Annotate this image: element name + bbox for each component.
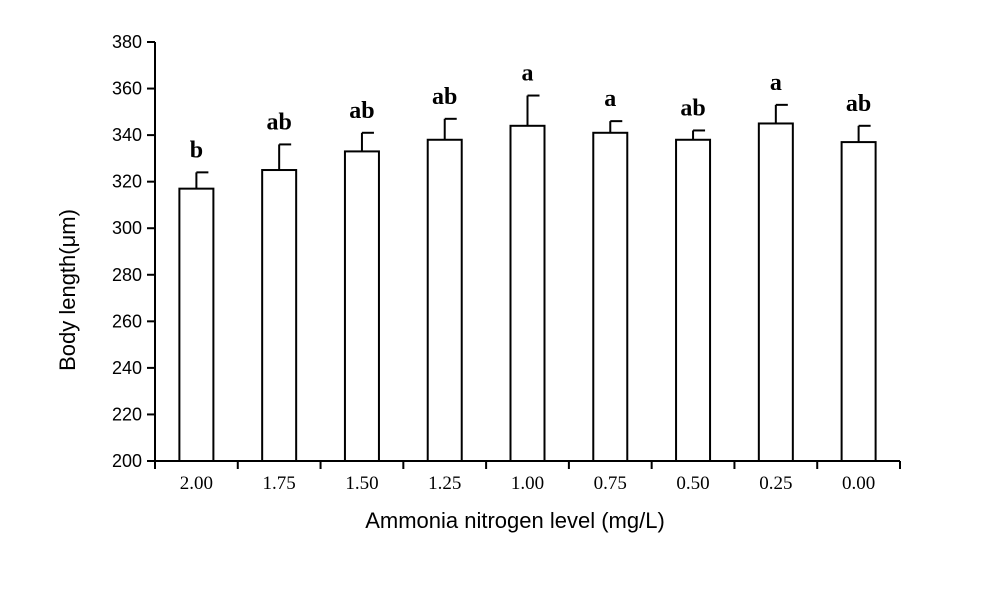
bar: [509, 124, 546, 463]
bars: b ab ab ab a a ab a ab: [178, 61, 877, 463]
x-axis: 2.00 1.75 1.50 1.25 1.00 0.75 0.50 0.25 0.00: [154, 460, 901, 494]
significance-label: a: [770, 70, 782, 96]
y-tick-label: 320: [112, 172, 142, 192]
x-tick-label: 0.00: [842, 473, 875, 494]
bar: [840, 141, 877, 462]
x-tick-label: 2.00: [180, 473, 213, 494]
y-axis: 200 220 240 260 280 300 320 340 360 380: [112, 32, 156, 471]
x-tick-label: 0.50: [676, 473, 709, 494]
bar: [261, 169, 298, 462]
bar: [178, 187, 215, 462]
x-tick-label: 1.25: [428, 473, 461, 494]
y-tick-label: 200: [112, 451, 142, 471]
significance-label: ab: [432, 84, 457, 110]
significance-label: ab: [680, 95, 705, 121]
bar: [757, 122, 794, 462]
y-tick-label: 220: [112, 404, 142, 424]
x-tick-label: 0.25: [759, 473, 792, 494]
bar: [592, 131, 629, 463]
y-tick-label: 380: [112, 32, 142, 52]
significance-label: ab: [349, 98, 374, 124]
significance-label: a: [522, 61, 534, 87]
y-tick-label: 300: [112, 218, 142, 238]
significance-label: ab: [846, 91, 871, 117]
x-tick-label: 1.00: [511, 473, 544, 494]
y-tick-label: 360: [112, 79, 142, 99]
x-tick-label: 1.50: [345, 473, 378, 494]
bar: [426, 138, 463, 462]
bar: [343, 150, 380, 462]
x-axis-title: Ammonia nitrogen level (mg/L): [365, 508, 665, 533]
y-tick-label: 240: [112, 358, 142, 378]
significance-label: b: [190, 137, 203, 163]
y-axis-title: Body length(μm): [55, 209, 80, 371]
y-tick-label: 340: [112, 125, 142, 145]
significance-label: ab: [266, 109, 291, 135]
x-tick-label: 1.75: [263, 473, 296, 494]
significance-label: a: [604, 86, 616, 112]
y-tick-label: 260: [112, 311, 142, 331]
bar: [675, 138, 712, 462]
x-tick-label: 0.75: [594, 473, 627, 494]
y-tick-label: 280: [112, 265, 142, 285]
